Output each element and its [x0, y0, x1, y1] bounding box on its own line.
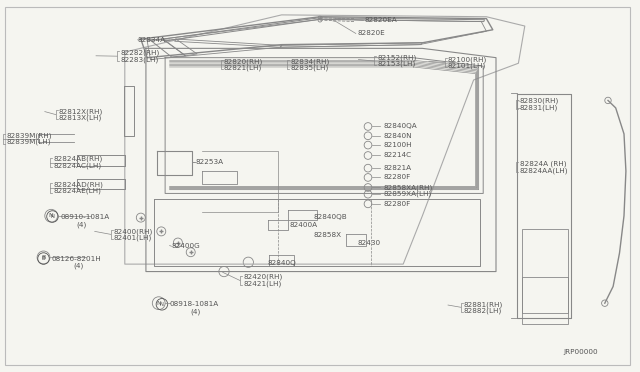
- Text: 82858XA(RH): 82858XA(RH): [384, 184, 433, 191]
- Text: 08918-1081A: 08918-1081A: [170, 301, 219, 307]
- Text: 82280F: 82280F: [384, 201, 412, 207]
- Text: 82421(LH): 82421(LH): [243, 280, 282, 287]
- Text: 82830(RH): 82830(RH): [520, 98, 559, 105]
- Text: 82835(LH): 82835(LH): [291, 64, 329, 71]
- Text: (4): (4): [77, 221, 87, 228]
- Text: 82820E: 82820E: [357, 31, 385, 36]
- Text: 82882(LH): 82882(LH): [464, 307, 502, 314]
- Text: 82821A: 82821A: [384, 165, 412, 171]
- Text: 82840N: 82840N: [384, 133, 413, 139]
- Text: 82152(RH): 82152(RH): [378, 54, 417, 61]
- Text: 82820(RH): 82820(RH): [224, 58, 263, 65]
- Text: 82401(LH): 82401(LH): [114, 234, 152, 241]
- Text: 82821(LH): 82821(LH): [224, 64, 262, 71]
- Text: 82834A: 82834A: [138, 37, 166, 43]
- Text: (4): (4): [74, 263, 84, 269]
- Text: 82813X(LH): 82813X(LH): [59, 115, 102, 121]
- Bar: [522, 229, 568, 313]
- Bar: [522, 277, 568, 324]
- Text: 82834(RH): 82834(RH): [291, 58, 330, 65]
- Text: JRP00000: JRP00000: [563, 349, 598, 355]
- Text: (4): (4): [191, 309, 201, 315]
- Text: 82824AC(LH): 82824AC(LH): [53, 162, 101, 169]
- Text: 82280F: 82280F: [384, 174, 412, 180]
- Text: 82858X: 82858X: [314, 232, 342, 238]
- Text: 82824AE(LH): 82824AE(LH): [53, 188, 101, 195]
- Text: 82824AD(RH): 82824AD(RH): [53, 182, 103, 188]
- Text: 82824AB(RH): 82824AB(RH): [53, 156, 102, 163]
- Text: 82839M(LH): 82839M(LH): [6, 139, 51, 145]
- Text: 08910-1081A: 08910-1081A: [60, 214, 109, 219]
- Text: N: N: [156, 301, 161, 306]
- Text: 82282(RH): 82282(RH): [120, 49, 159, 56]
- Text: N: N: [51, 214, 54, 219]
- Text: 08126-8201H: 08126-8201H: [51, 256, 101, 262]
- Text: 82839M(RH): 82839M(RH): [6, 132, 52, 139]
- Text: 82100H: 82100H: [384, 142, 413, 148]
- Text: 82101(LH): 82101(LH): [448, 62, 486, 69]
- Text: B: B: [42, 256, 45, 261]
- Text: 82400(RH): 82400(RH): [114, 228, 153, 235]
- Text: 82824AA(LH): 82824AA(LH): [520, 167, 568, 174]
- Text: 82840Q: 82840Q: [268, 260, 296, 266]
- Text: 82881(RH): 82881(RH): [464, 301, 503, 308]
- Text: 82400A: 82400A: [289, 222, 317, 228]
- Text: B: B: [42, 255, 45, 260]
- Text: 82820EA: 82820EA: [365, 17, 397, 23]
- Text: 82253A: 82253A: [195, 159, 223, 165]
- Text: 82840QA: 82840QA: [384, 124, 418, 129]
- Text: 82824A (RH): 82824A (RH): [520, 160, 566, 167]
- Text: 82840QB: 82840QB: [314, 214, 348, 219]
- Text: 82400G: 82400G: [172, 243, 200, 249]
- Text: 82100(RH): 82100(RH): [448, 56, 487, 63]
- Text: 82831(LH): 82831(LH): [520, 105, 558, 111]
- Text: 82812X(RH): 82812X(RH): [59, 108, 103, 115]
- Text: N: N: [160, 302, 164, 307]
- Text: 82859XA(LH): 82859XA(LH): [384, 191, 432, 198]
- Text: 82283(LH): 82283(LH): [120, 56, 159, 63]
- Text: 82420(RH): 82420(RH): [243, 274, 282, 280]
- Text: 82153(LH): 82153(LH): [378, 61, 416, 67]
- Text: 82214C: 82214C: [384, 153, 412, 158]
- Text: N: N: [49, 213, 54, 218]
- Text: 82430: 82430: [357, 240, 380, 246]
